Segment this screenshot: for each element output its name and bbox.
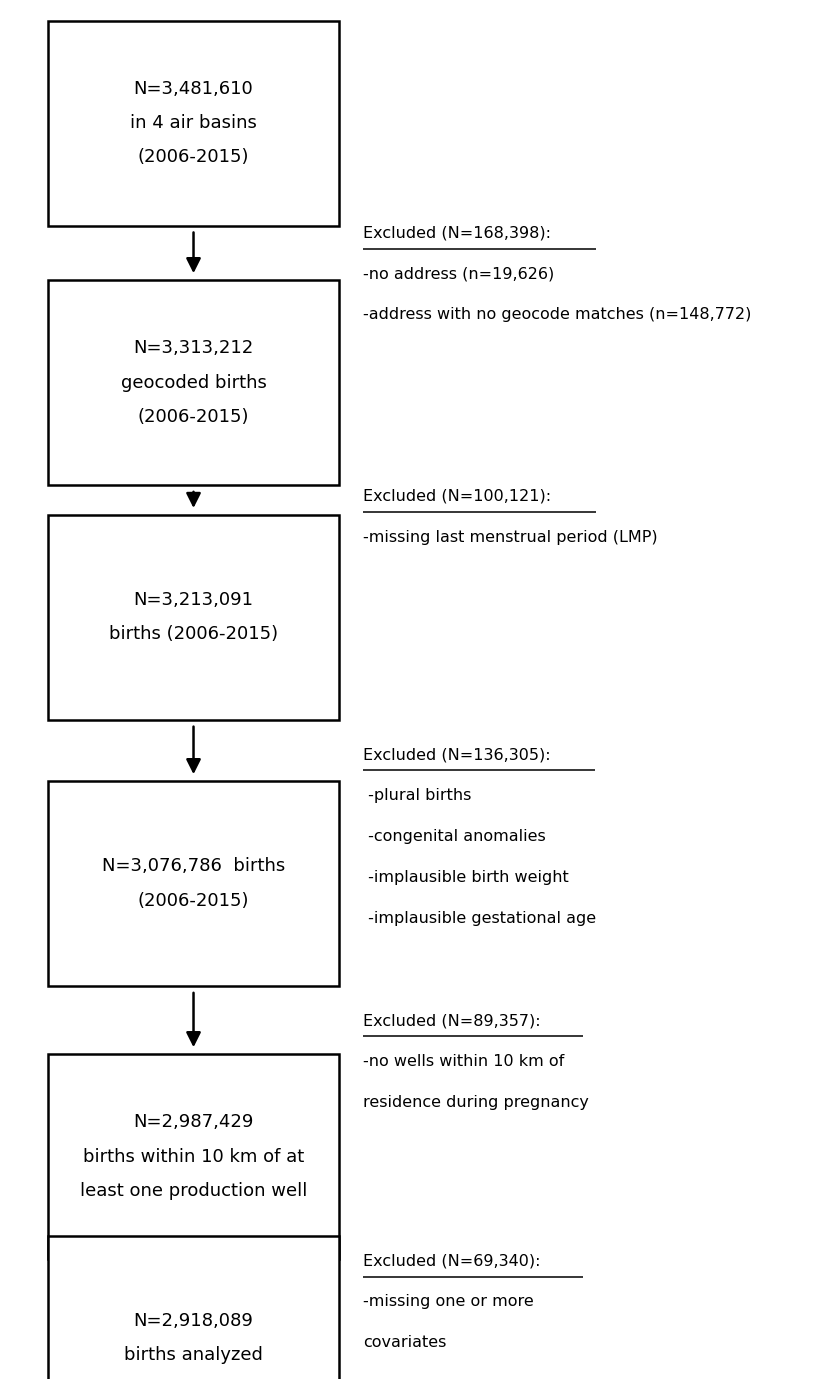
Text: births within 10 km of at: births within 10 km of at [83, 1148, 304, 1166]
Text: -implausible birth weight: -implausible birth weight [362, 869, 568, 885]
Text: -plural births: -plural births [362, 788, 471, 802]
Bar [48, 21, 339, 226]
Text: -address with no geocode matches (n=148,772): -address with no geocode matches (n=148,… [362, 308, 750, 322]
Text: residence during pregnancy: residence during pregnancy [362, 1095, 588, 1110]
Text: Excluded (N=69,340):: Excluded (N=69,340): [362, 1254, 540, 1269]
Text: geocoded births: geocoded births [120, 373, 266, 391]
Bar [48, 515, 339, 720]
Text: N=3,313,212: N=3,313,212 [133, 340, 253, 358]
Text: Excluded (N=168,398):: Excluded (N=168,398): [362, 226, 550, 241]
Bar [48, 280, 339, 485]
Text: -missing one or more: -missing one or more [362, 1294, 533, 1309]
Text: (2006-2015): (2006-2015) [138, 148, 249, 166]
Text: N=3,213,091: N=3,213,091 [133, 591, 253, 609]
Text: N=2,918,089: N=2,918,089 [133, 1312, 253, 1330]
Text: Excluded (N=136,305):: Excluded (N=136,305): [362, 747, 550, 762]
Text: (2006-2015): (2006-2015) [138, 892, 249, 910]
Text: Excluded (N=89,357):: Excluded (N=89,357): [362, 1013, 540, 1028]
Text: covariates: covariates [362, 1336, 446, 1350]
Text: -implausible gestational age: -implausible gestational age [362, 911, 595, 926]
Text: in 4 air basins: in 4 air basins [130, 114, 256, 132]
Text: least one production well: least one production well [79, 1181, 307, 1199]
Bar [48, 781, 339, 986]
Text: Excluded (N=100,121):: Excluded (N=100,121): [362, 489, 550, 504]
Bar [48, 1236, 339, 1393]
Text: -no wells within 10 km of: -no wells within 10 km of [362, 1055, 563, 1070]
Text: births analyzed: births analyzed [124, 1346, 263, 1364]
Text: (2006-2015): (2006-2015) [138, 408, 249, 426]
Text: -no address (n=19,626): -no address (n=19,626) [362, 266, 554, 281]
Text: -congenital anomalies: -congenital anomalies [362, 829, 545, 844]
Text: N=3,076,786  births: N=3,076,786 births [102, 858, 285, 875]
Text: -missing last menstrual period (LMP): -missing last menstrual period (LMP) [362, 529, 657, 545]
Text: births (2006-2015): births (2006-2015) [109, 625, 278, 644]
Bar [48, 1055, 339, 1259]
Text: N=3,481,610: N=3,481,610 [133, 79, 253, 98]
Text: N=2,987,429: N=2,987,429 [133, 1113, 253, 1131]
